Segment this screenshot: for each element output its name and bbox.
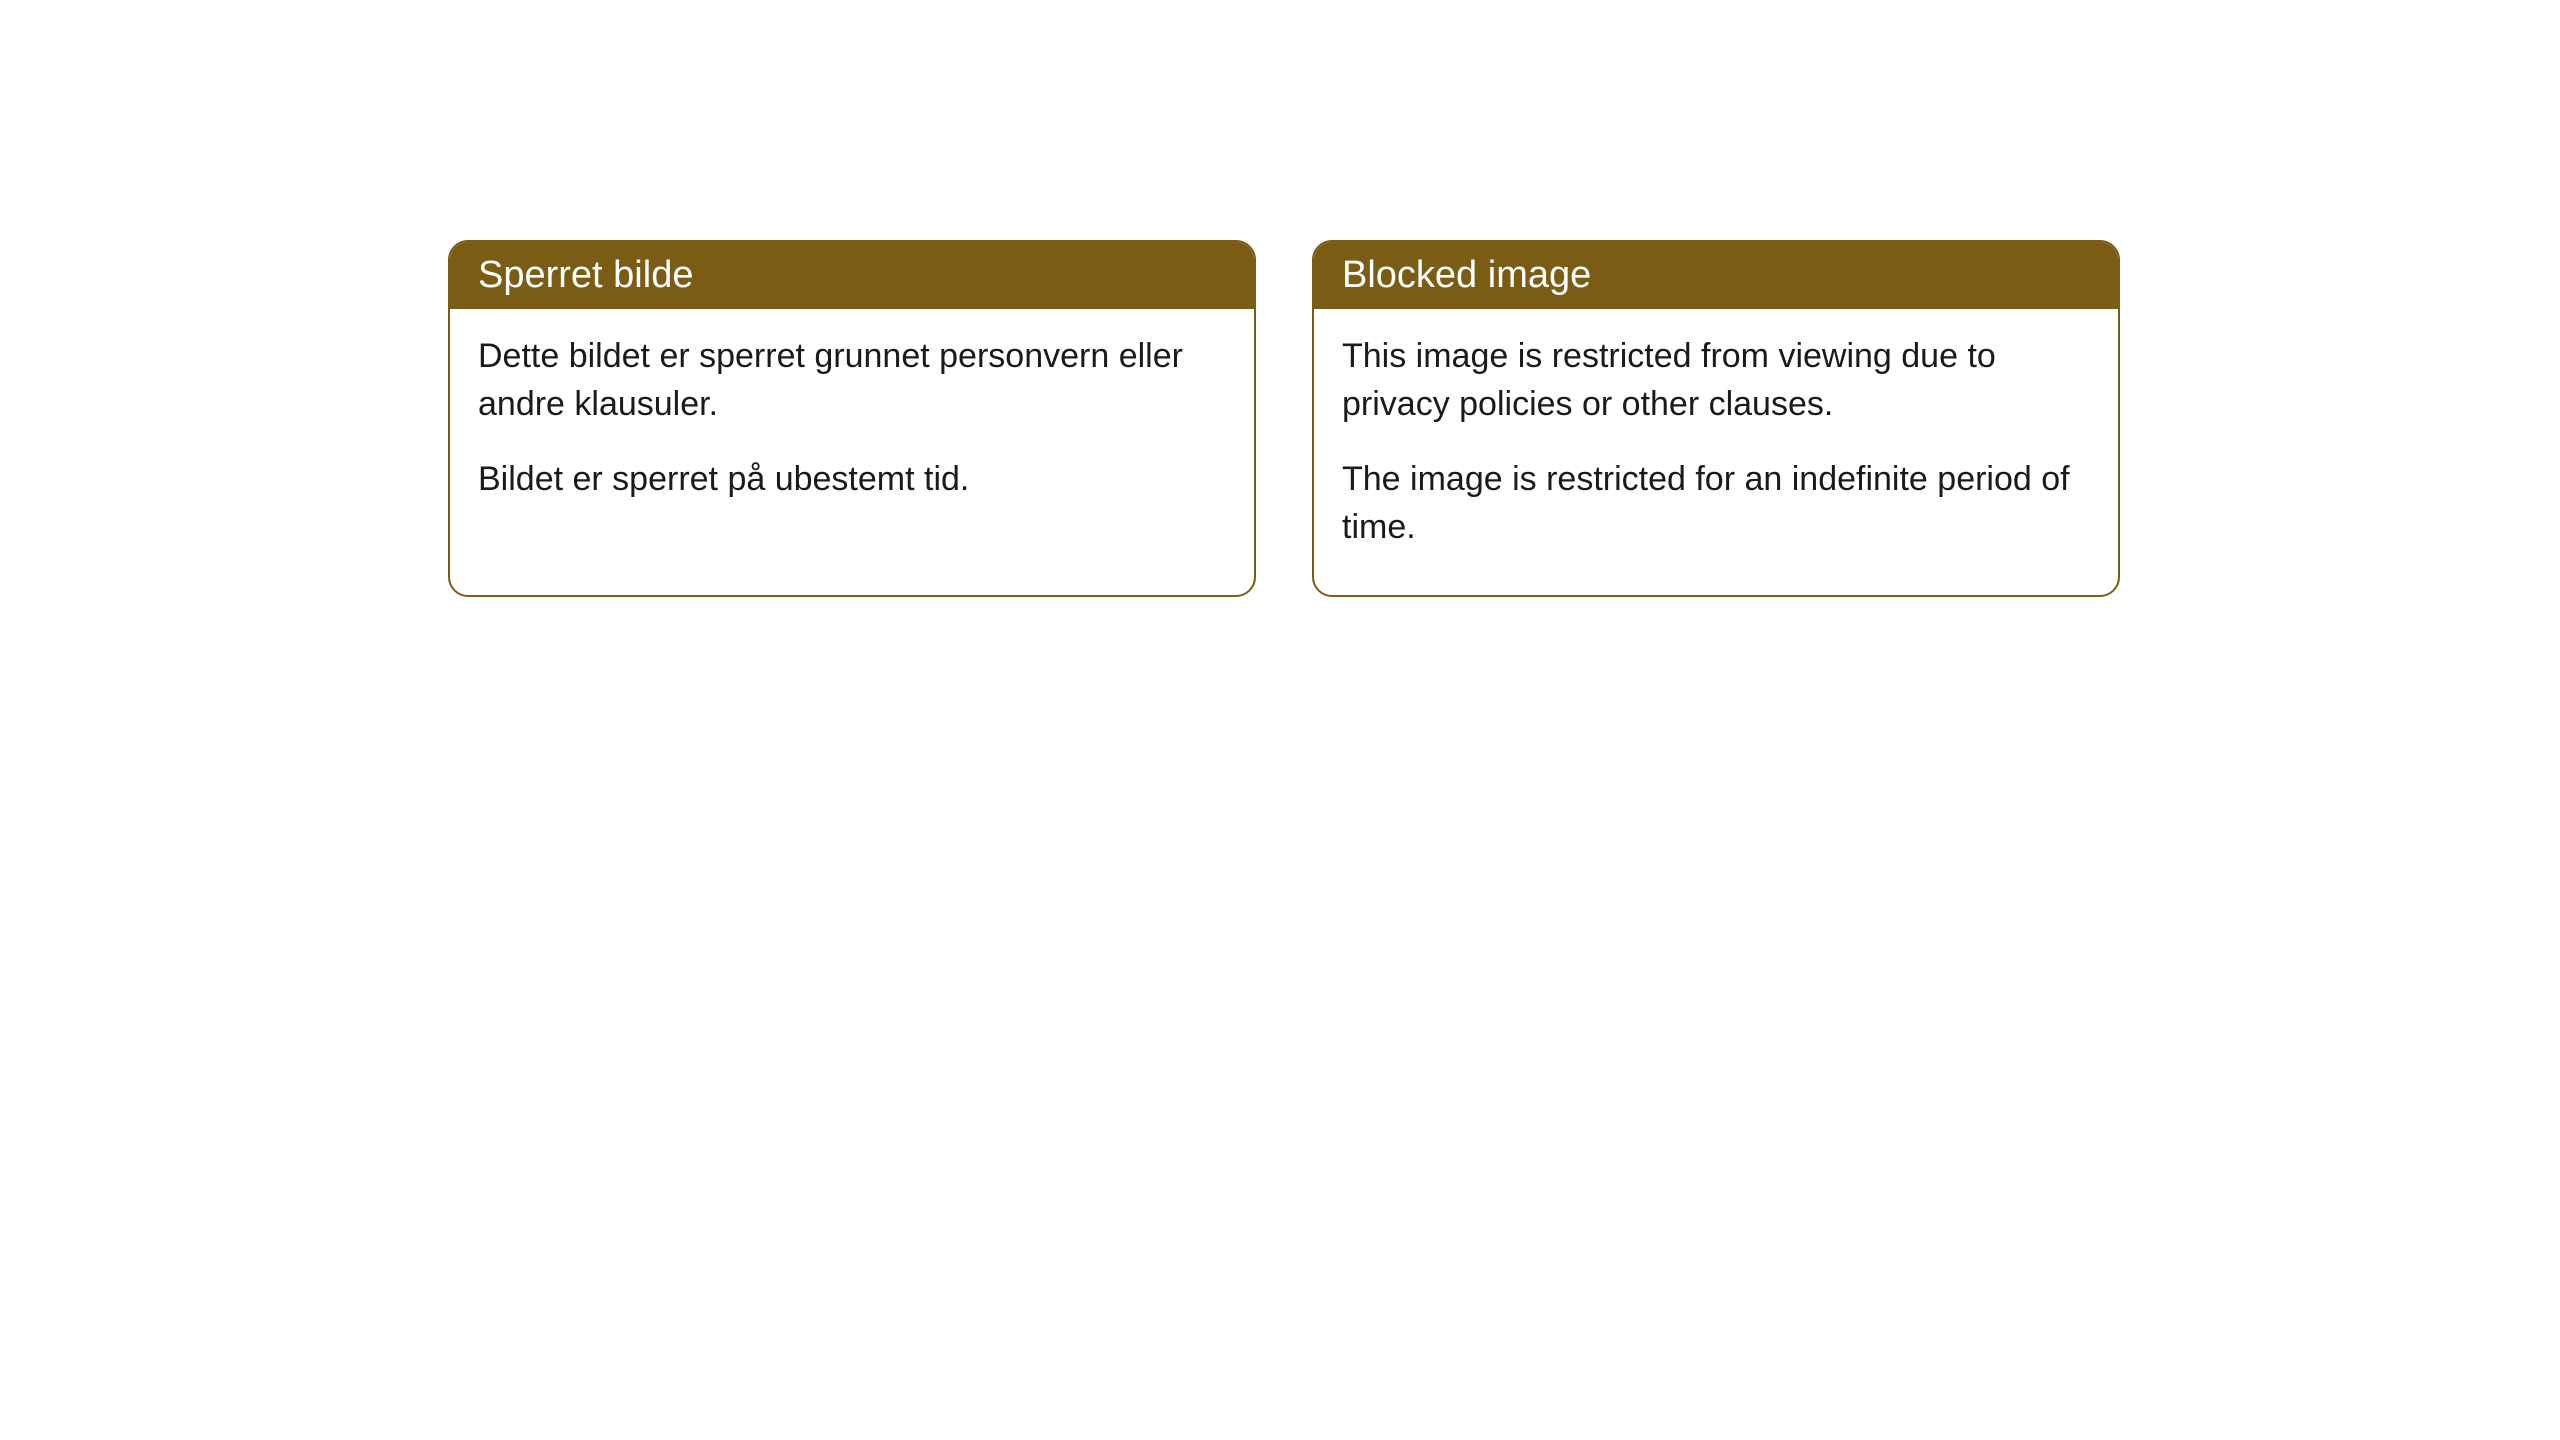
blocked-image-card-english: Blocked image This image is restricted f…: [1312, 240, 2120, 597]
card-paragraph: Dette bildet er sperret grunnet personve…: [478, 333, 1226, 428]
card-body: Dette bildet er sperret grunnet personve…: [450, 309, 1254, 548]
card-title: Sperret bilde: [478, 254, 693, 296]
blocked-image-card-norwegian: Sperret bilde Dette bildet er sperret gr…: [448, 240, 1256, 597]
card-title: Blocked image: [1342, 254, 1591, 296]
card-header: Blocked image: [1314, 242, 2118, 309]
card-paragraph: This image is restricted from viewing du…: [1342, 333, 2090, 428]
card-header: Sperret bilde: [450, 242, 1254, 309]
card-body: This image is restricted from viewing du…: [1314, 309, 2118, 595]
card-paragraph: Bildet er sperret på ubestemt tid.: [478, 456, 1226, 504]
card-paragraph: The image is restricted for an indefinit…: [1342, 456, 2090, 551]
notice-container: Sperret bilde Dette bildet er sperret gr…: [0, 0, 2560, 597]
